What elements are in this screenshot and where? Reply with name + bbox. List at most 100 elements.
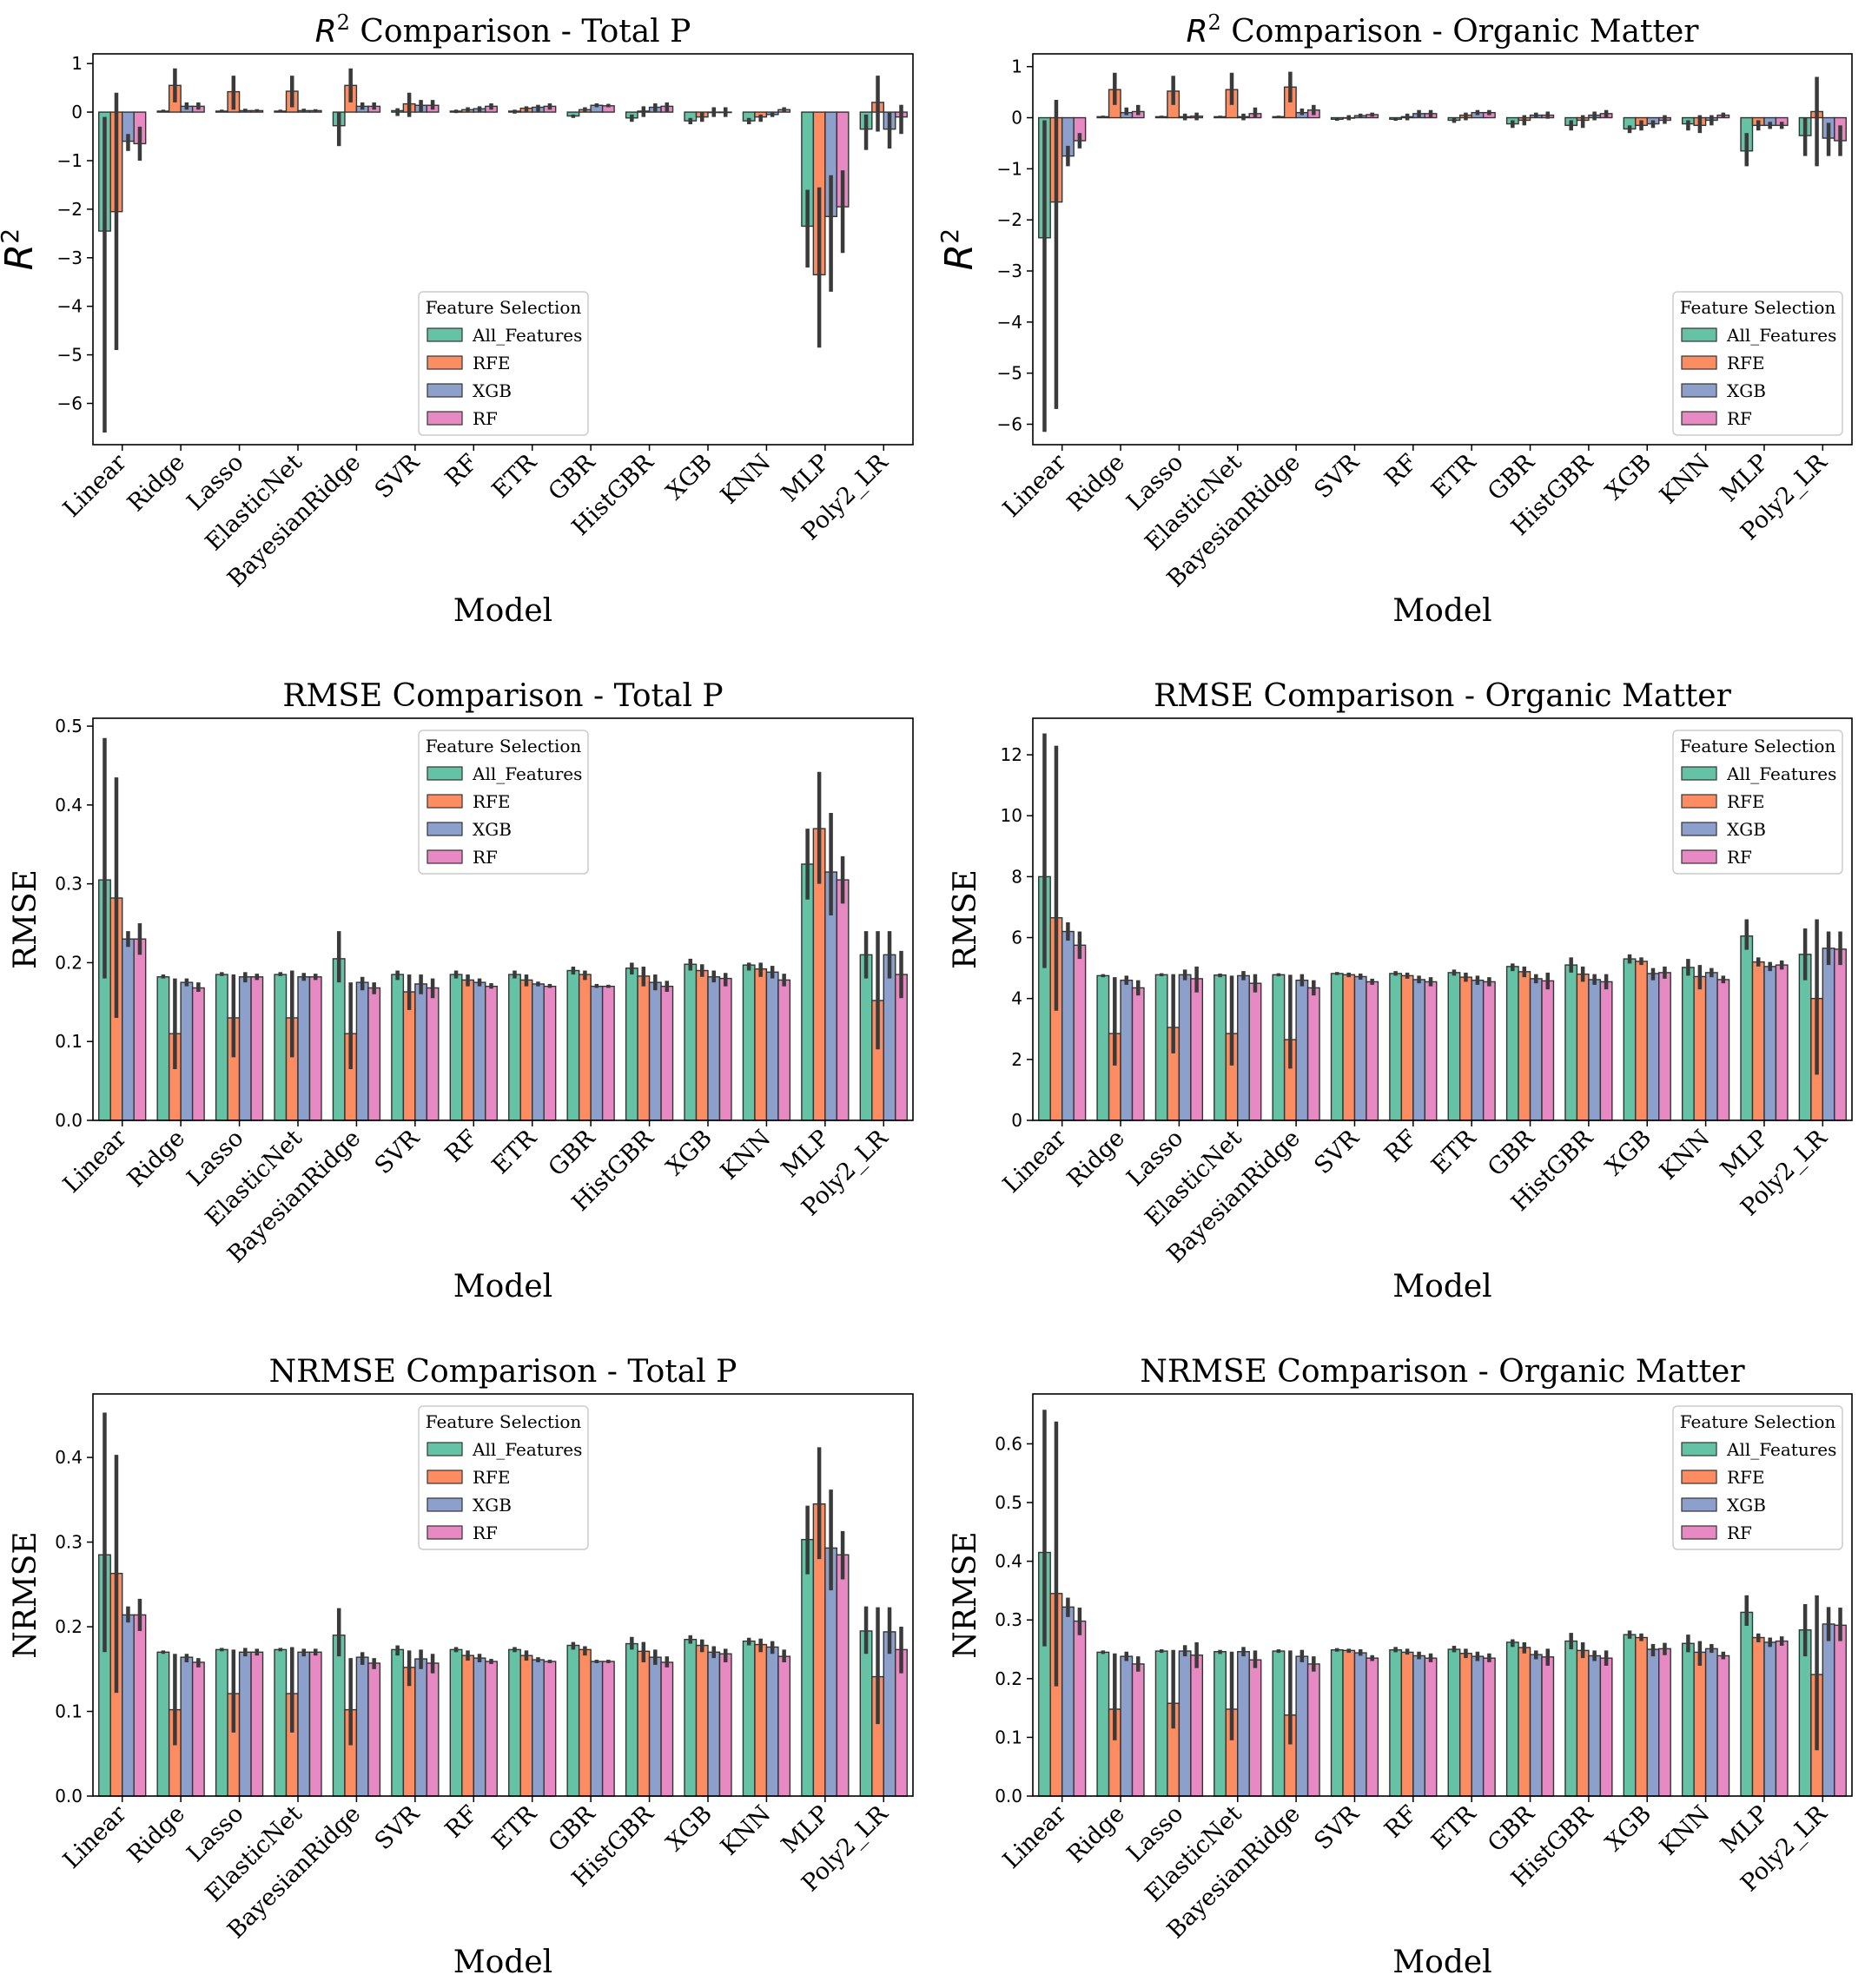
legend-box [1672, 1405, 1843, 1550]
legend-swatch [427, 1497, 463, 1512]
bar [1190, 1654, 1204, 1797]
bar [590, 1661, 604, 1797]
x-tick-label: RF [1379, 449, 1423, 492]
x-tick-label: KNN [1655, 1125, 1716, 1186]
bar [718, 977, 732, 1121]
x-tick-label: XGB [661, 1125, 718, 1181]
bar [765, 971, 779, 1121]
bar [648, 981, 662, 1121]
x-tick-label: KNN [716, 449, 777, 510]
axes-frame [1032, 1393, 1853, 1797]
bar [1751, 961, 1765, 1121]
x-axis-label: Model [1392, 1269, 1491, 1304]
bar [449, 1648, 463, 1797]
bar [1096, 974, 1110, 1121]
legend-item-label: XGB [1727, 819, 1766, 840]
bar [1541, 980, 1555, 1121]
bar [1214, 1651, 1227, 1797]
panel-nrmse-total-p: NRMSE Comparison - Total P NRMSE 0.0 0.1 0.2… [8, 1354, 914, 1980]
bar [473, 981, 486, 1121]
bar [1740, 935, 1754, 1121]
bar [485, 1661, 498, 1797]
x-axis-label: Model [453, 1945, 552, 1980]
bar [1353, 975, 1367, 1121]
x-tick-label: Linear [998, 449, 1072, 523]
y-axis-label: R2 [0, 228, 42, 270]
y-tick-label: 4 [1011, 988, 1022, 1009]
legend-box [418, 291, 589, 436]
legend-title: Feature Selection [1680, 736, 1836, 756]
bar [1471, 979, 1485, 1121]
bar [1178, 1650, 1192, 1797]
bar [426, 987, 440, 1121]
legend-item-label: RF [1727, 847, 1752, 868]
x-tick-label: Linear [998, 1125, 1072, 1199]
legend-swatch [427, 849, 463, 864]
axes-frame [92, 717, 914, 1121]
bar [1541, 1656, 1555, 1797]
bar [191, 987, 205, 1121]
bar [1272, 974, 1286, 1121]
bar [718, 1653, 732, 1797]
bar [180, 1656, 194, 1797]
bar [1073, 944, 1087, 1121]
bar [1061, 1606, 1075, 1797]
x-tick-label: ETR [1426, 1125, 1481, 1179]
bar [1576, 1649, 1590, 1797]
bar [1073, 1620, 1087, 1797]
bar [1658, 972, 1671, 1121]
bar [1306, 1663, 1320, 1797]
x-tick-label: KNN [1655, 449, 1716, 510]
y-tick-label: 0 [1011, 1110, 1022, 1131]
bar [1342, 974, 1356, 1121]
x-tick-label: XGB [661, 1800, 718, 1857]
legend-swatch [1681, 822, 1717, 836]
bar [1564, 964, 1578, 1121]
x-axis-label: Model [453, 593, 552, 629]
bar [1704, 1648, 1718, 1797]
y-tick-label: 0.3 [55, 1532, 83, 1553]
y-tick-label: 0.0 [995, 1786, 1022, 1806]
bar [660, 1661, 674, 1797]
y-axis-label: RMSE [948, 869, 983, 969]
legend-item-label: RF [473, 408, 498, 429]
bar [367, 987, 381, 1121]
bar [695, 1644, 709, 1797]
x-tick-label: ETR [487, 449, 542, 504]
bar [590, 985, 604, 1121]
bar [637, 975, 651, 1121]
bar [1471, 1655, 1485, 1797]
bar [391, 1648, 405, 1797]
bar [250, 1651, 264, 1797]
bar [414, 1658, 428, 1797]
bar [1459, 1653, 1472, 1797]
x-tick-label: RF [440, 1125, 484, 1168]
bar [1412, 1654, 1425, 1797]
bar [1635, 1636, 1648, 1797]
bar [1623, 958, 1637, 1121]
bar [473, 1657, 486, 1797]
y-tick-label: 0.2 [995, 1668, 1022, 1689]
bar [1342, 1649, 1356, 1797]
bar [1693, 1651, 1707, 1797]
legend-swatch [1681, 1470, 1717, 1484]
axes-frame [1032, 717, 1853, 1121]
bar [883, 954, 896, 1121]
y-tick-label: 0.3 [55, 874, 83, 895]
bar [133, 1614, 147, 1797]
legend-swatch [427, 355, 463, 370]
chart-title: R2 Comparison - Total P [315, 10, 691, 50]
legend-item-label: All_Features [1726, 1439, 1836, 1460]
legend-item-label: All_Features [1726, 325, 1836, 346]
bar [367, 1662, 381, 1797]
bar [508, 974, 521, 1121]
x-tick-label: Ridge [122, 449, 190, 517]
bar [801, 863, 815, 1121]
x-axis-label: Model [1392, 593, 1491, 629]
bar [1248, 982, 1262, 1121]
bar [250, 976, 264, 1121]
legend-title: Feature Selection [1680, 297, 1836, 318]
bar [215, 974, 228, 1121]
bar [543, 985, 557, 1121]
legend-item-label: RFE [1727, 353, 1765, 373]
